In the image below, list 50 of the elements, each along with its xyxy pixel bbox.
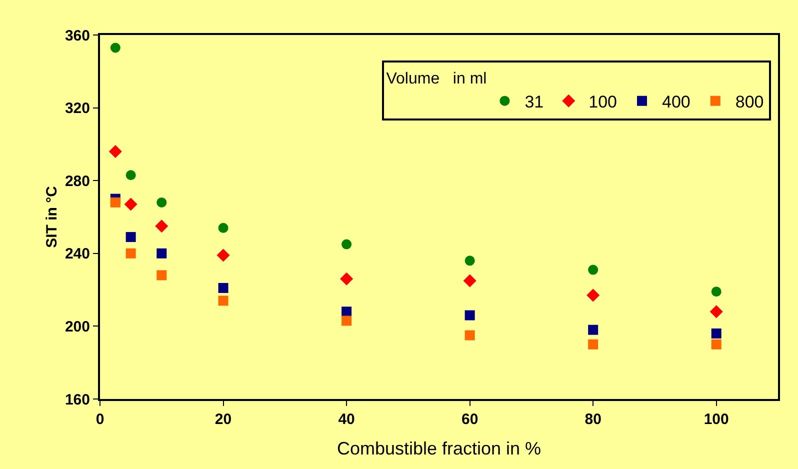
point (218, 222, 228, 233)
x-tick-label: 100 (704, 411, 729, 428)
point (124, 198, 138, 211)
legend-label: 100 (588, 92, 617, 112)
legend-label: 400 (662, 92, 690, 112)
legend-label: 31 (524, 92, 544, 112)
point (588, 324, 598, 335)
point (126, 170, 136, 180)
point (711, 328, 722, 338)
point (464, 256, 475, 266)
point (711, 286, 722, 297)
point (110, 42, 120, 53)
point (218, 282, 228, 293)
y-tick-label: 360 (64, 27, 90, 44)
point (463, 274, 476, 288)
y-tick-label: 200 (64, 318, 90, 336)
y-tick-label: 160 (64, 391, 90, 408)
point (110, 197, 120, 208)
legend-title: Volume in ml (386, 70, 487, 88)
y-tick-label: 320 (64, 100, 90, 118)
legend-label: 800 (735, 92, 764, 112)
point (156, 270, 167, 280)
point (156, 197, 167, 208)
point (108, 144, 122, 158)
point (156, 248, 167, 258)
point (126, 232, 136, 242)
point (340, 272, 354, 286)
point (464, 310, 475, 320)
point (218, 296, 228, 306)
point (342, 306, 352, 317)
x-tick-label: 20 (214, 411, 232, 428)
point (126, 248, 136, 258)
x-tick-label: 0 (96, 411, 104, 428)
point (342, 316, 352, 326)
x-tick-label: 80 (584, 411, 602, 428)
y-tick-label: 280 (64, 172, 90, 190)
point (464, 330, 475, 340)
x-tick-label: 40 (338, 411, 355, 428)
x-axis-title: Combustible fraction in % (336, 438, 542, 459)
point (710, 305, 723, 318)
point (711, 339, 722, 350)
point (216, 248, 230, 262)
point (588, 339, 598, 350)
point (588, 264, 598, 275)
y-tick-label: 240 (64, 246, 90, 263)
x-tick-label: 60 (461, 411, 478, 428)
point (155, 220, 168, 233)
point (342, 239, 352, 250)
point (586, 288, 600, 302)
y-axis-title: SIT in °C (44, 186, 61, 248)
